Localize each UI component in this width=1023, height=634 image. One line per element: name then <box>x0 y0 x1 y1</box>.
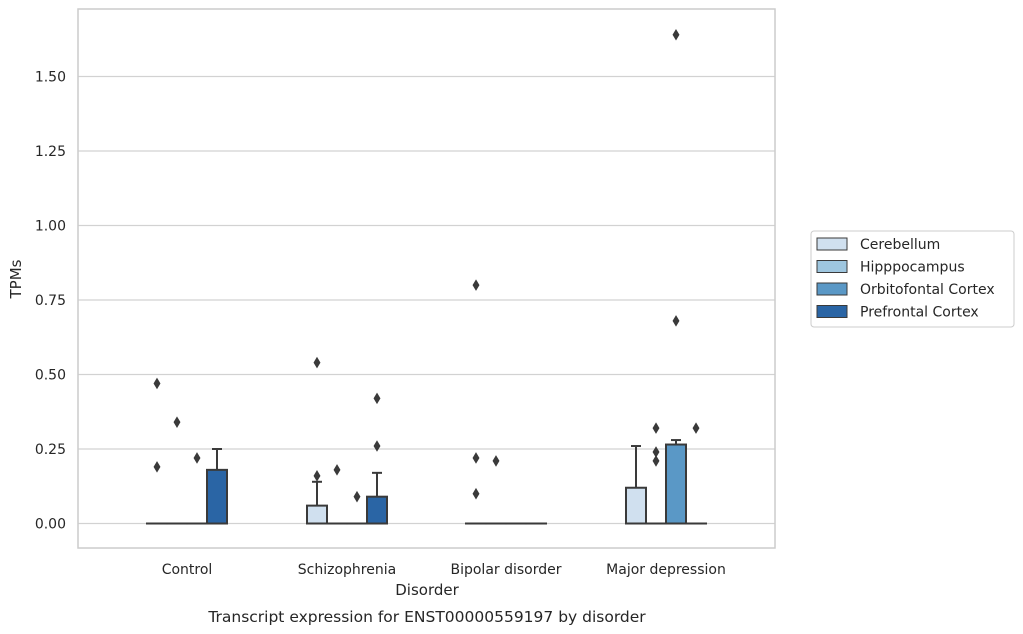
box-cerebellum <box>625 445 647 525</box>
legend-frame <box>810 230 1015 328</box>
outlier-point <box>492 455 500 467</box>
outlier-point <box>373 392 381 405</box>
legend-label: Orbitofontal Cortex <box>860 282 995 298</box>
outlier-point <box>652 422 660 434</box>
legend-label: Prefrontal Cortex <box>860 305 979 321</box>
legend-label: Hipppocampus <box>860 260 965 276</box>
outlier-point <box>472 487 480 500</box>
outlier-point <box>353 490 361 503</box>
box-groups <box>146 29 707 525</box>
box-cerebellum <box>306 356 328 525</box>
y-tick-label: 0.50 <box>35 368 66 384</box>
outlier-point <box>313 356 321 369</box>
outlier-point <box>692 422 700 434</box>
y-tick-label: 1.50 <box>35 70 66 86</box>
outlier-point <box>193 452 201 464</box>
y-tick-label: 0.75 <box>35 293 66 309</box>
legend-swatch <box>816 260 848 273</box>
outlier-point <box>173 416 181 428</box>
box-cerebellum <box>146 377 168 525</box>
outlier-point <box>472 452 480 464</box>
outlier-point <box>672 29 680 41</box>
box-orbitofontal-cortex <box>665 29 687 525</box>
y-tick-label: 1.00 <box>35 219 66 235</box>
outlier-point <box>153 461 161 473</box>
outlier-point <box>672 315 680 327</box>
box-hipppocampus <box>645 422 667 525</box>
outlier-point <box>313 470 321 482</box>
outlier-point <box>153 377 161 390</box>
y-tick-label: 0.25 <box>35 442 66 458</box>
box-body <box>306 504 328 525</box>
box-body <box>665 443 687 525</box>
y-tick-label: 0.00 <box>35 517 66 533</box>
box-orbitofontal-cortex <box>346 490 368 525</box>
box-prefrontal-cortex <box>206 448 228 525</box>
outlier-point <box>652 455 660 467</box>
x-axis-label: Disorder <box>395 581 459 599</box>
outlier-point <box>472 279 480 291</box>
chart-caption: Transcript expression for ENST0000055919… <box>207 608 646 626</box>
legend-swatch <box>816 282 848 296</box>
legend-swatch <box>816 305 848 318</box>
x-tick-labels: Control Schizophrenia Bipolar disorder Majo… <box>162 562 726 578</box>
y-axis-label: TPMs <box>7 259 25 299</box>
x-tick-label: Major depression <box>606 562 726 578</box>
box-prefrontal-cortex <box>685 422 707 525</box>
box-orbitofontal-cortex <box>186 452 208 525</box>
box-body <box>625 486 647 525</box>
legend: Cerebellum Hipppocampus Orbitofontal Corte… <box>810 230 1015 328</box>
box-body <box>366 495 388 525</box>
outlier-point <box>333 464 341 476</box>
outlier-point <box>373 440 381 452</box>
plot-frame <box>77 8 776 549</box>
x-tick-label: Control <box>162 562 213 578</box>
x-tick-label: Bipolar disorder <box>450 562 561 578</box>
y-tick-label: 1.25 <box>35 144 66 160</box>
legend-label: Cerebellum <box>860 237 940 253</box>
legend-swatch <box>816 237 848 251</box>
x-tick-label: Schizophrenia <box>298 562 396 578</box>
box-prefrontal-cortex <box>366 392 388 525</box>
box-body <box>206 468 228 525</box>
y-tick-labels: 0.00 0.25 0.50 0.75 1.00 1.25 1.50 <box>35 70 66 533</box>
